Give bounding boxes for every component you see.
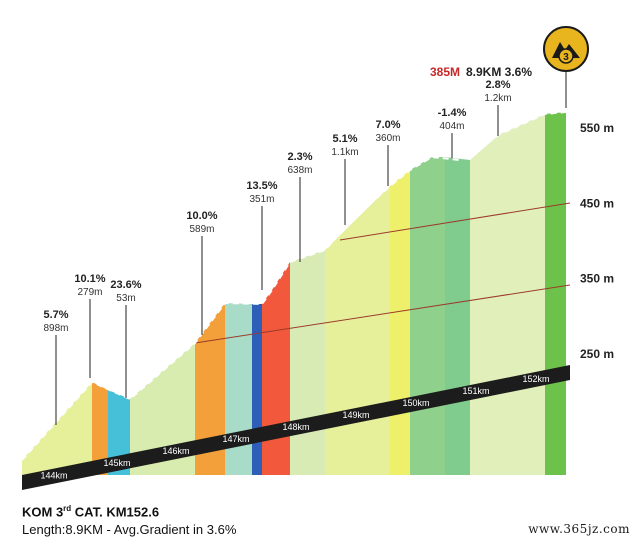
profile-band-2 [92,382,108,475]
kom-badge-number: 3 [563,52,569,63]
segment-gradient: 5.1% [332,133,357,145]
segment-gradient: 2.3% [287,151,312,163]
km-tick-label: 146km [162,446,189,456]
segment-callout: 5.1% 1.1km [331,133,359,225]
km-tick-label: 151km [462,386,489,396]
segment-callouts: 5.7% 898m 10.1% 279m 23.6% 53m 10.0% 589m 13.5% 3… [43,79,512,425]
altitude-tick-label: 350 m [580,272,614,286]
segment-length: 351m [249,194,274,205]
altitude-reference-lines [194,202,571,344]
segment-callout: 7.0% 360m [375,119,401,186]
profile-ridge [21,111,567,461]
kom-category-line: KOM 3rd CAT. KM152.6 [22,504,160,520]
summary-length-gradient: 8.9KM 3.6% [466,65,532,79]
profile-band-7 [252,304,262,475]
segment-gradient: 7.0% [375,119,400,131]
profile-band-12 [410,157,445,475]
segment-callout: 2.8% 1.2km [484,79,512,136]
segment-length: 1.2km [484,93,511,104]
segment-callout: 10.0% 589m [186,210,218,335]
profile-band-1 [22,382,92,475]
profile-band-3 [108,390,130,475]
segment-gradient: 10.1% [74,273,105,285]
climb-summary-footer: KOM 3rd CAT. KM152.6 Length:8.9KM - Avg.… [22,500,236,539]
segment-gradient: 23.6% [110,279,141,291]
km-axis-strip [22,365,570,490]
segment-callout: 2.3% 638m [287,151,313,262]
profile-band-9 [290,250,325,475]
segment-length: 404m [439,121,464,132]
segment-callout: 13.5% 351m [246,180,278,290]
segment-length: 638m [287,165,312,176]
segment-gradient: 13.5% [246,180,277,192]
segment-length: 279m [77,287,102,298]
profile-band-6 [225,303,252,475]
profile-band-11 [390,170,410,475]
km-tick-label: 149km [342,410,369,420]
km-tick-label: 148km [282,422,309,432]
segment-callout: 23.6% 53m [110,279,142,398]
climb-profile-chart: 144km 145km 146km 147km 148km 149km 150km 151km… [21,26,614,490]
altitude-tick-label: 250 m [580,347,614,361]
watermark: www.365jz.com [528,522,630,536]
kom-category-badge: 3 [543,26,589,108]
summary-altitude: 385M [430,65,460,79]
altitude-tick-label: 450 m [580,196,614,210]
segment-gradient: 2.8% [485,79,510,91]
segment-gradient: 10.0% [186,210,217,222]
segment-callout: -1.4% 404m [438,107,467,158]
segment-length: 589m [189,224,214,235]
segment-length: 898m [43,323,68,334]
length-gradient-line: Length:8.9KM - Avg.Gradient in 3.6% [22,522,237,538]
segment-gradient: -1.4% [438,107,467,119]
segment-length: 53m [116,293,135,304]
altitude-tick-label: 550 m [580,121,614,135]
profile-band-10 [325,186,390,475]
segment-gradient: 5.7% [43,309,68,321]
segment-length: 360m [375,133,400,144]
profile-band-13 [445,157,470,475]
km-tick-label: 147km [222,434,249,444]
profile-band-5 [195,303,225,475]
km-tick-label: 144km [40,471,67,481]
km-tick-label: 152km [522,374,549,384]
km-axis-bar: 144km 145km 146km 147km 148km 149km 150km 151km… [22,365,570,490]
segment-callout: 10.1% 279m [74,273,106,378]
altitude-axis: 250 m 350 m 450 m 550 m [580,121,614,361]
km-tick-label: 145km [103,458,130,468]
segment-length: 1.1km [331,147,358,158]
profile-band-15 [545,112,566,475]
profile-band-8 [262,262,290,475]
km-tick-label: 150km [402,398,429,408]
segment-callout: 5.7% 898m [43,309,69,425]
profile-band-4 [130,343,195,475]
